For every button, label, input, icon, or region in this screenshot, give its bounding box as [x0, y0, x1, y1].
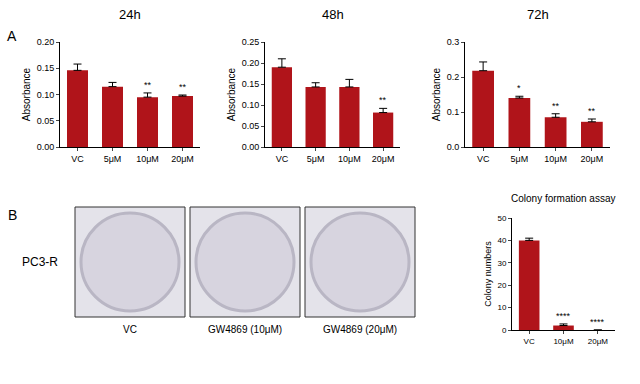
svg-text:Absorbance: Absorbance: [431, 67, 442, 121]
svg-text:**: **: [552, 101, 560, 111]
svg-text:VC: VC: [71, 154, 84, 164]
svg-text:10: 10: [497, 303, 506, 312]
svg-text:B: B: [8, 207, 17, 223]
svg-text:20μM: 20μM: [171, 154, 194, 164]
svg-text:5μM: 5μM: [307, 154, 325, 164]
svg-text:**: **: [379, 95, 387, 105]
svg-text:10μM: 10μM: [553, 337, 574, 346]
svg-text:20μM: 20μM: [588, 337, 609, 346]
svg-text:****: ****: [556, 311, 571, 321]
svg-text:0: 0: [502, 326, 507, 335]
svg-text:**: **: [144, 80, 152, 90]
svg-text:0.20: 0.20: [37, 37, 55, 47]
svg-text:0.15: 0.15: [242, 79, 260, 89]
svg-text:20: 20: [497, 281, 506, 290]
svg-text:5μM: 5μM: [104, 154, 122, 164]
svg-text:****: ****: [590, 317, 605, 327]
svg-text:72h: 72h: [527, 7, 549, 22]
svg-text:10μM: 10μM: [544, 154, 567, 164]
svg-text:0.15: 0.15: [37, 63, 55, 73]
svg-text:Absorbance: Absorbance: [21, 67, 32, 121]
svg-text:Absorbance: Absorbance: [226, 67, 237, 121]
svg-text:10μM: 10μM: [338, 154, 361, 164]
svg-text:10μM: 10μM: [136, 154, 159, 164]
svg-text:50: 50: [497, 214, 506, 223]
svg-text:*: *: [517, 83, 521, 93]
svg-text:5μM: 5μM: [511, 154, 529, 164]
svg-text:48h: 48h: [322, 7, 344, 22]
svg-text:0.3: 0.3: [447, 37, 460, 47]
svg-text:0.05: 0.05: [242, 121, 260, 131]
svg-text:VC: VC: [123, 324, 137, 335]
svg-text:0.20: 0.20: [242, 58, 260, 68]
svg-text:0.2: 0.2: [447, 72, 460, 82]
svg-text:20μM: 20μM: [581, 154, 604, 164]
svg-text:**: **: [588, 106, 596, 116]
svg-text:30: 30: [497, 259, 506, 268]
svg-text:40: 40: [497, 236, 506, 245]
svg-text:0.25: 0.25: [242, 37, 260, 47]
svg-text:0.05: 0.05: [37, 116, 55, 126]
svg-text:PC3-R: PC3-R: [22, 255, 58, 269]
svg-text:A: A: [7, 28, 17, 44]
svg-text:0.00: 0.00: [242, 142, 260, 152]
svg-text:0.10: 0.10: [37, 90, 55, 100]
svg-text:**: **: [179, 82, 187, 92]
svg-text:GW4869 (10μM): GW4869 (10μM): [208, 324, 282, 335]
svg-text:Colony numbers: Colony numbers: [483, 241, 493, 307]
svg-text:0.10: 0.10: [242, 100, 260, 110]
svg-text:Colony formation assay: Colony formation assay: [511, 193, 616, 204]
svg-text:0.0: 0.0: [447, 142, 460, 152]
svg-text:VC: VC: [276, 154, 289, 164]
svg-text:0.00: 0.00: [37, 142, 55, 152]
svg-text:20μM: 20μM: [372, 154, 395, 164]
svg-text:GW4869 (20μM): GW4869 (20μM): [323, 324, 397, 335]
svg-text:VC: VC: [524, 337, 535, 346]
svg-text:0.1: 0.1: [447, 107, 460, 117]
svg-text:VC: VC: [477, 154, 490, 164]
svg-text:24h: 24h: [119, 7, 141, 22]
